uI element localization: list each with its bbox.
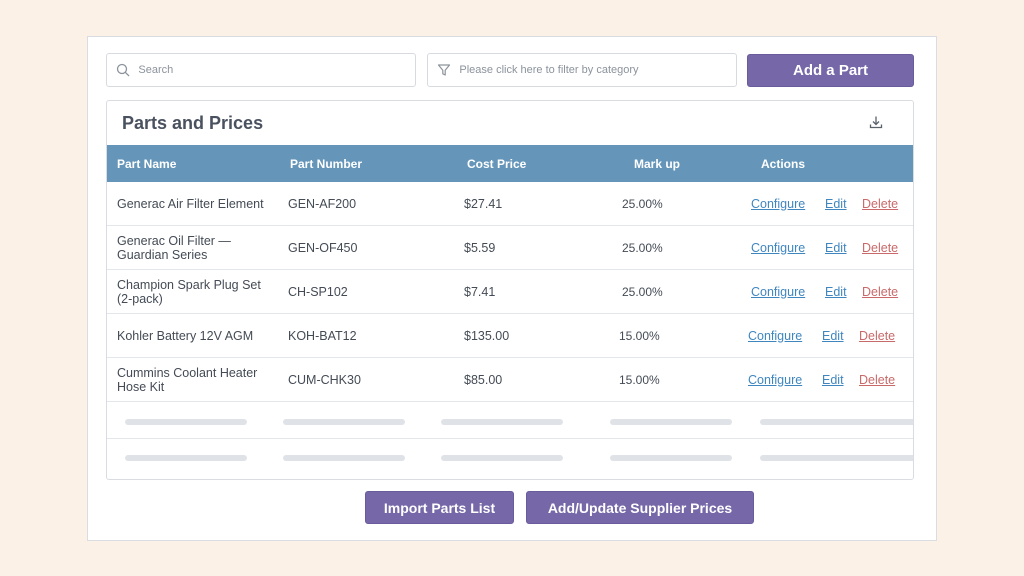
column-header-part-number: Part Number [290, 157, 363, 171]
configure-link[interactable]: Configure [748, 372, 803, 387]
configure-link[interactable]: Configure [751, 240, 806, 255]
loading-row [107, 439, 913, 475]
card-header: Parts and Prices [107, 101, 913, 145]
delete-link[interactable]: Delete [862, 196, 899, 211]
markup-cell: 25.00% [622, 240, 663, 255]
loading-placeholder [760, 419, 913, 425]
table-row: Generac Oil Filter — Guardian Series GEN… [107, 226, 913, 270]
delete-link[interactable]: Delete [862, 284, 899, 299]
add-part-button[interactable]: Add a Part [747, 54, 914, 87]
loading-placeholder [610, 455, 732, 461]
edit-link[interactable]: Edit [822, 372, 844, 387]
import-parts-button[interactable]: Import Parts List [365, 491, 514, 524]
loading-placeholder [441, 419, 563, 425]
configure-link[interactable]: Configure [751, 196, 806, 211]
part-name-cell: Kohler Battery 12V AGM [117, 328, 254, 343]
loading-placeholder [283, 419, 405, 425]
markup-cell: 15.00% [619, 372, 660, 387]
part-number-cell: GEN-AF200 [288, 196, 357, 211]
configure-link[interactable]: Configure [751, 284, 806, 299]
column-header-part-name: Part Name [117, 157, 177, 171]
part-number-cell: CUM-CHK30 [288, 372, 361, 387]
loading-placeholder [760, 455, 913, 461]
cost-price-cell: $5.59 [464, 240, 496, 255]
markup-cell: 25.00% [622, 196, 663, 211]
configure-link[interactable]: Configure [748, 328, 803, 343]
part-number-cell: KOH-BAT12 [288, 328, 357, 343]
column-header-mark-up: Mark up [634, 157, 681, 171]
search-field[interactable] [106, 53, 416, 87]
loading-placeholder [441, 455, 563, 461]
edit-link[interactable]: Edit [825, 196, 847, 211]
table-row: Generac Air Filter Element GEN-AF200 $27… [107, 182, 913, 226]
part-name-cell: Cummins Coolant Heater Hose Kit [117, 365, 258, 394]
loading-placeholder [125, 419, 247, 425]
table-row: Cummins Coolant Heater Hose Kit CUM-CHK3… [107, 358, 913, 402]
loading-placeholder [283, 455, 405, 461]
table-row: Champion Spark Plug Set (2-pack) CH-SP10… [107, 270, 913, 314]
cost-price-cell: $135.00 [464, 328, 510, 343]
update-supplier-prices-button[interactable]: Add/Update Supplier Prices [526, 491, 754, 524]
cost-price-cell: $85.00 [464, 372, 503, 387]
part-number-cell: CH-SP102 [288, 284, 348, 299]
table-row: Kohler Battery 12V AGM KOH-BAT12 $135.00… [107, 314, 913, 358]
filter-input[interactable] [459, 64, 736, 76]
table-header: Part Name Part Number Cost Price Mark up… [107, 145, 913, 182]
filter-icon [437, 62, 451, 78]
edit-link[interactable]: Edit [825, 284, 847, 299]
loading-placeholder [125, 455, 247, 461]
markup-cell: 25.00% [622, 284, 663, 299]
loading-placeholder [610, 419, 732, 425]
part-name-cell: Generac Oil Filter — Guardian Series [117, 233, 231, 262]
column-header-actions: Actions [761, 157, 806, 171]
search-input[interactable] [138, 64, 415, 76]
edit-link[interactable]: Edit [822, 328, 844, 343]
cost-price-cell: $7.41 [464, 284, 496, 299]
cost-price-cell: $27.41 [464, 196, 503, 211]
markup-cell: 15.00% [619, 328, 660, 343]
column-header-cost-price: Cost Price [467, 157, 527, 171]
delete-link[interactable]: Delete [862, 240, 899, 255]
part-name-cell: Generac Air Filter Element [117, 196, 264, 211]
edit-link[interactable]: Edit [825, 240, 847, 255]
part-number-cell: GEN-OF450 [288, 240, 358, 255]
page-title: Parts and Prices [122, 113, 264, 133]
delete-link[interactable]: Delete [859, 328, 896, 343]
parts-table-card: Parts and Prices Part Name Part Number C… [106, 100, 914, 480]
part-name-cell: Champion Spark Plug Set (2-pack) [117, 277, 261, 306]
main-panel: Add a Part Parts and Prices Part Name Pa… [87, 36, 937, 541]
loading-row [107, 403, 913, 439]
delete-link[interactable]: Delete [859, 372, 896, 387]
category-filter[interactable] [427, 53, 737, 87]
search-icon [116, 62, 130, 78]
download-icon[interactable] [869, 115, 885, 131]
